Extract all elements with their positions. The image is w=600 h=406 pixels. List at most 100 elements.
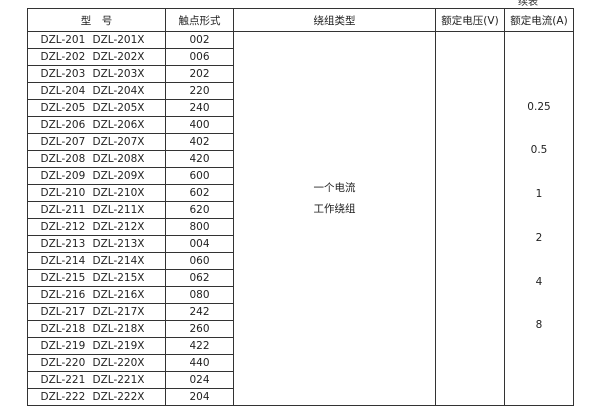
header-rated-voltage: 额定电压(V) (435, 8, 505, 32)
rated-current-value: 0.5 (530, 144, 548, 156)
contact-form-cell: 060 (165, 252, 234, 270)
header-winding-type: 绕组类型 (233, 8, 436, 32)
model-cell: DZL-201 DZL-201X (27, 31, 166, 49)
table-row: DZL-217 DZL-217X 242 (27, 303, 574, 321)
table-row: DZL-201 DZL-201X 002 一个电流 工作绕组 0.25 0.5 1 2 4 8 (27, 31, 574, 406)
contact-form-cell: 602 (165, 184, 234, 202)
contact-form-cell: 800 (165, 218, 234, 236)
model-x: DZL-219X (92, 340, 145, 352)
table-row: DZL-215 DZL-215X 062 (27, 269, 574, 287)
model-x: DZL-220X (92, 357, 145, 369)
rated-current-value: 8 (535, 319, 543, 331)
model-cell: DZL-217 DZL-217X (27, 303, 166, 321)
rated-current-value: 2 (535, 232, 543, 244)
model-x: DZL-216X (92, 289, 145, 301)
contact-form-cell: 204 (165, 388, 234, 406)
rated-current-value: 1 (535, 188, 543, 200)
model-x: DZL-215X (92, 272, 145, 284)
table-row: DZL-203 DZL-203X 202 (27, 65, 574, 83)
model-cell: DZL-208 DZL-208X (27, 150, 166, 168)
contact-form-cell: 600 (165, 167, 234, 185)
model-cell: DZL-218 DZL-218X (27, 320, 166, 338)
contact-form-cell: 240 (165, 99, 234, 117)
model-cell: DZL-222 DZL-222X (27, 388, 166, 406)
header-contact-form: 触点形式 (165, 8, 234, 32)
table-caption: 续表 (518, 0, 538, 8)
model-x: DZL-203X (92, 68, 145, 80)
contact-form-cell: 202 (165, 65, 234, 83)
table-row: DZL-208 DZL-208X 420 (27, 150, 574, 168)
model-x: DZL-221X (92, 374, 145, 386)
relay-spec-table: 型 号 触点形式 绕组类型 额定电压(V) 额定电流(A) DZL-201 DZL… (27, 8, 574, 406)
model-x: DZL-208X (92, 153, 145, 165)
model-x: DZL-207X (92, 136, 145, 148)
model: DZL-209 (40, 170, 86, 182)
model-cell: DZL-212 DZL-212X (27, 218, 166, 236)
model-cell: DZL-213 DZL-213X (27, 235, 166, 253)
table-row: DZL-207 DZL-207X 402 (27, 133, 574, 151)
contact-form-cell: 062 (165, 269, 234, 287)
contact-form-cell: 422 (165, 337, 234, 355)
contact-form-cell: 620 (165, 201, 234, 219)
model-x: DZL-218X (92, 323, 145, 335)
model-cell: DZL-219 DZL-219X (27, 337, 166, 355)
model: DZL-208 (40, 153, 86, 165)
model-cell: DZL-211 DZL-211X (27, 201, 166, 219)
winding-type-cell: 一个电流 工作绕组 (233, 31, 436, 406)
model-x: DZL-222X (92, 391, 145, 403)
header-rated-current: 额定电流(A) (504, 8, 574, 32)
contact-form-cell: 400 (165, 116, 234, 134)
model: DZL-220 (40, 357, 86, 369)
table-row: DZL-221 DZL-221X 024 (27, 371, 574, 389)
model-x: DZL-206X (92, 119, 145, 131)
model-cell: DZL-221 DZL-221X (27, 371, 166, 389)
model-cell: DZL-206 DZL-206X (27, 116, 166, 134)
table-row: DZL-202 DZL-202X 006 (27, 48, 574, 66)
rated-voltage-cell (435, 31, 505, 406)
model: DZL-202 (40, 51, 86, 63)
model: DZL-207 (40, 136, 86, 148)
model: DZL-216 (40, 289, 86, 301)
model: DZL-212 (40, 221, 86, 233)
table-row: DZL-219 DZL-219X 422 (27, 337, 574, 355)
model-x: DZL-205X (92, 102, 145, 114)
model: DZL-201 (40, 34, 86, 46)
model: DZL-218 (40, 323, 86, 335)
header-model: 型 号 (27, 8, 166, 32)
model-x: DZL-201X (92, 34, 145, 46)
model: DZL-219 (40, 340, 86, 352)
model-x: DZL-212X (92, 221, 145, 233)
model: DZL-214 (40, 255, 86, 267)
contact-form-cell: 420 (165, 150, 234, 168)
table-row: DZL-214 DZL-214X 060 (27, 252, 574, 270)
model-cell: DZL-210 DZL-210X (27, 184, 166, 202)
winding-line-2: 工作绕组 (313, 203, 356, 215)
model-x: DZL-213X (92, 238, 145, 250)
model-x: DZL-210X (92, 187, 145, 199)
model-cell: DZL-209 DZL-209X (27, 167, 166, 185)
model: DZL-222 (40, 391, 86, 403)
contact-form-cell: 002 (165, 31, 234, 49)
rated-current-value: 0.25 (527, 101, 551, 113)
model-x: DZL-204X (92, 85, 145, 97)
contact-form-cell: 260 (165, 320, 234, 338)
model-cell: DZL-204 DZL-204X (27, 82, 166, 100)
header-row: 型 号 触点形式 绕组类型 额定电压(V) 额定电流(A) (27, 8, 574, 32)
model-x: DZL-202X (92, 51, 145, 63)
model: DZL-215 (40, 272, 86, 284)
contact-form-cell: 080 (165, 286, 234, 304)
model: DZL-210 (40, 187, 86, 199)
model-cell: DZL-214 DZL-214X (27, 252, 166, 270)
table-row: DZL-205 DZL-205X 240 (27, 99, 574, 117)
model-cell: DZL-216 DZL-216X (27, 286, 166, 304)
contact-form-cell: 006 (165, 48, 234, 66)
model: DZL-205 (40, 102, 86, 114)
model-cell: DZL-203 DZL-203X (27, 65, 166, 83)
contact-form-cell: 242 (165, 303, 234, 321)
model: DZL-221 (40, 374, 86, 386)
model-cell: DZL-205 DZL-205X (27, 99, 166, 117)
model: DZL-204 (40, 85, 86, 97)
winding-line-1: 一个电流 (313, 182, 356, 194)
contact-form-cell: 024 (165, 371, 234, 389)
model-x: DZL-211X (92, 204, 145, 216)
